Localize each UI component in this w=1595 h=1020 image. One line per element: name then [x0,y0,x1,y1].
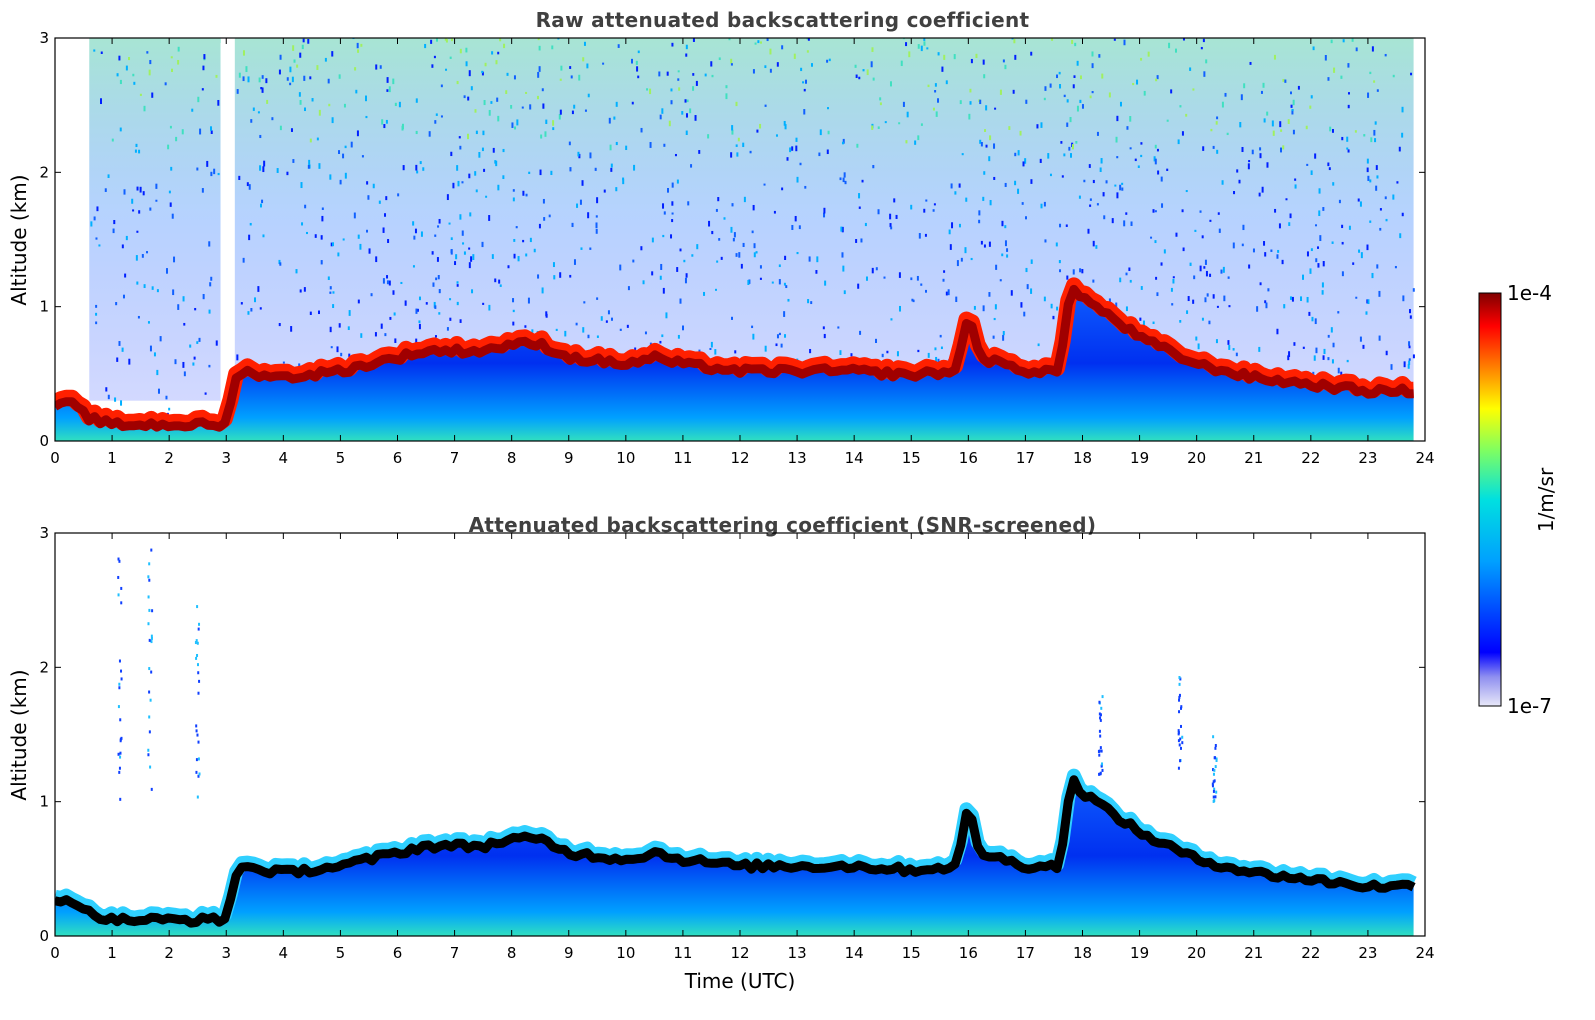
panel1-xtick-label: 21 [1244,449,1263,467]
panel2-xtick-label: 16 [959,944,978,962]
screened-layer-band-core [55,775,1416,928]
panel1-ytick-label: 0 [39,432,49,450]
panel2-xtick-label: 24 [1415,944,1434,962]
panel1-plot-area: 0 1 2 3 4 5 6 7 8 9 10 11 12 13 14 15 16 17 18 19 20 21 22 23 24… [7,29,1435,467]
panel1-xtick-label: 1 [107,449,117,467]
panel2-boundary-layer-fill [55,775,1414,936]
panel1-xtick-label: 8 [507,449,517,467]
panel1-xtick-label: 5 [336,449,346,467]
panel1-xtick-label: 7 [450,449,460,467]
panel1-xtick-label: 12 [730,449,749,467]
panel2-xtick-label: 4 [279,944,289,962]
panel2-xtick-label: 9 [564,944,574,962]
panel2-xtick-label: 13 [788,944,807,962]
panel1-xtick-label: 15 [902,449,921,467]
panel2-ytick-label: 0 [39,927,49,945]
raw-noise-speckle [90,38,1415,419]
panel1-xtick-label: 2 [164,449,174,467]
colorbar-gradient [1478,292,1502,707]
panel2-xtick-label: 17 [1016,944,1035,962]
panel2-xtick-label: 15 [902,944,921,962]
panel2-xtick-label: 12 [730,944,749,962]
panel1-ylabel: Altitude (km) [7,174,31,305]
panel2-ylabel: Altitude (km) [7,669,31,800]
panel2-xtick-label: 3 [221,944,231,962]
panel2-xlabel: Time (UTC) [684,969,796,993]
panel1-xtick-label: 22 [1301,449,1320,467]
panel2-xtick-label: 8 [507,944,517,962]
panel2-xtick-label: 7 [450,944,460,962]
panel1-xtick-label: 16 [959,449,978,467]
raw-gap [220,38,235,415]
panel1-xtick-label: 20 [1187,449,1206,467]
colorbar-min-label: 1e-7 [1507,694,1552,718]
colorbar-max-label: 1e-4 [1507,281,1552,305]
panel2-xtick-label: 22 [1301,944,1320,962]
panel2-ytick-label: 3 [39,524,49,542]
panel2-xtick-label: 2 [164,944,174,962]
panel1-xtick-label: 0 [50,449,60,467]
panel1-xtick-label: 24 [1415,449,1434,467]
panel2-xtick-label: 21 [1244,944,1263,962]
panel1-xtick-label: 18 [1073,449,1092,467]
panel2-xtick-label: 1 [107,944,117,962]
colorbar: 1e-4 1e-7 1/m/sr [1478,281,1558,718]
screened-speckle [117,548,1218,803]
panel1-title: Raw attenuated backscattering coefficien… [535,8,1030,32]
panel2-xtick-label: 0 [50,944,60,962]
panel2-plot-area: 0 1 2 3 4 5 6 7 8 9 10 11 12 13 14 15 16 17 18 19 20 21 22 23 24… [7,524,1435,993]
panel1-xtick-label: 11 [673,449,692,467]
panel2-ytick-label: 2 [39,658,49,676]
panel1-xtick-label: 14 [845,449,864,467]
panel2-xtick-label: 23 [1358,944,1377,962]
panel2-xtick-label: 5 [336,944,346,962]
panel2-xtick-label: 10 [616,944,635,962]
panel2-xtick-label: 20 [1187,944,1206,962]
panel1-xtick-label: 13 [788,449,807,467]
panel2-xtick-label: 18 [1073,944,1092,962]
panel2-xtick-label: 11 [673,944,692,962]
panel1-xtick-label: 19 [1130,449,1149,467]
raw-layer-band-core [55,284,1414,432]
panel1-xtick-label: 3 [221,449,231,467]
panel1-xtick-label: 4 [279,449,289,467]
panel2-xtick-label: 19 [1130,944,1149,962]
panel1-ytick-label: 1 [39,298,49,316]
panel1-ytick-label: 2 [39,163,49,181]
panel1-xtick-label: 6 [393,449,403,467]
panel1-xtick-label: 9 [564,449,574,467]
raw-noise-field [89,38,1414,401]
colorbar-unit-label: 1/m/sr [1534,467,1558,532]
panel1-xtick-label: 17 [1016,449,1035,467]
panel1-xtick-label: 10 [616,449,635,467]
panel2-ytick-label: 1 [39,793,49,811]
panel1-ytick-label: 3 [39,29,49,47]
panel2-xtick-label: 14 [845,944,864,962]
panel2-xtick-label: 6 [393,944,403,962]
panel1-xtick-label: 23 [1358,449,1377,467]
panel1-boundary-layer-fill [55,285,1414,441]
